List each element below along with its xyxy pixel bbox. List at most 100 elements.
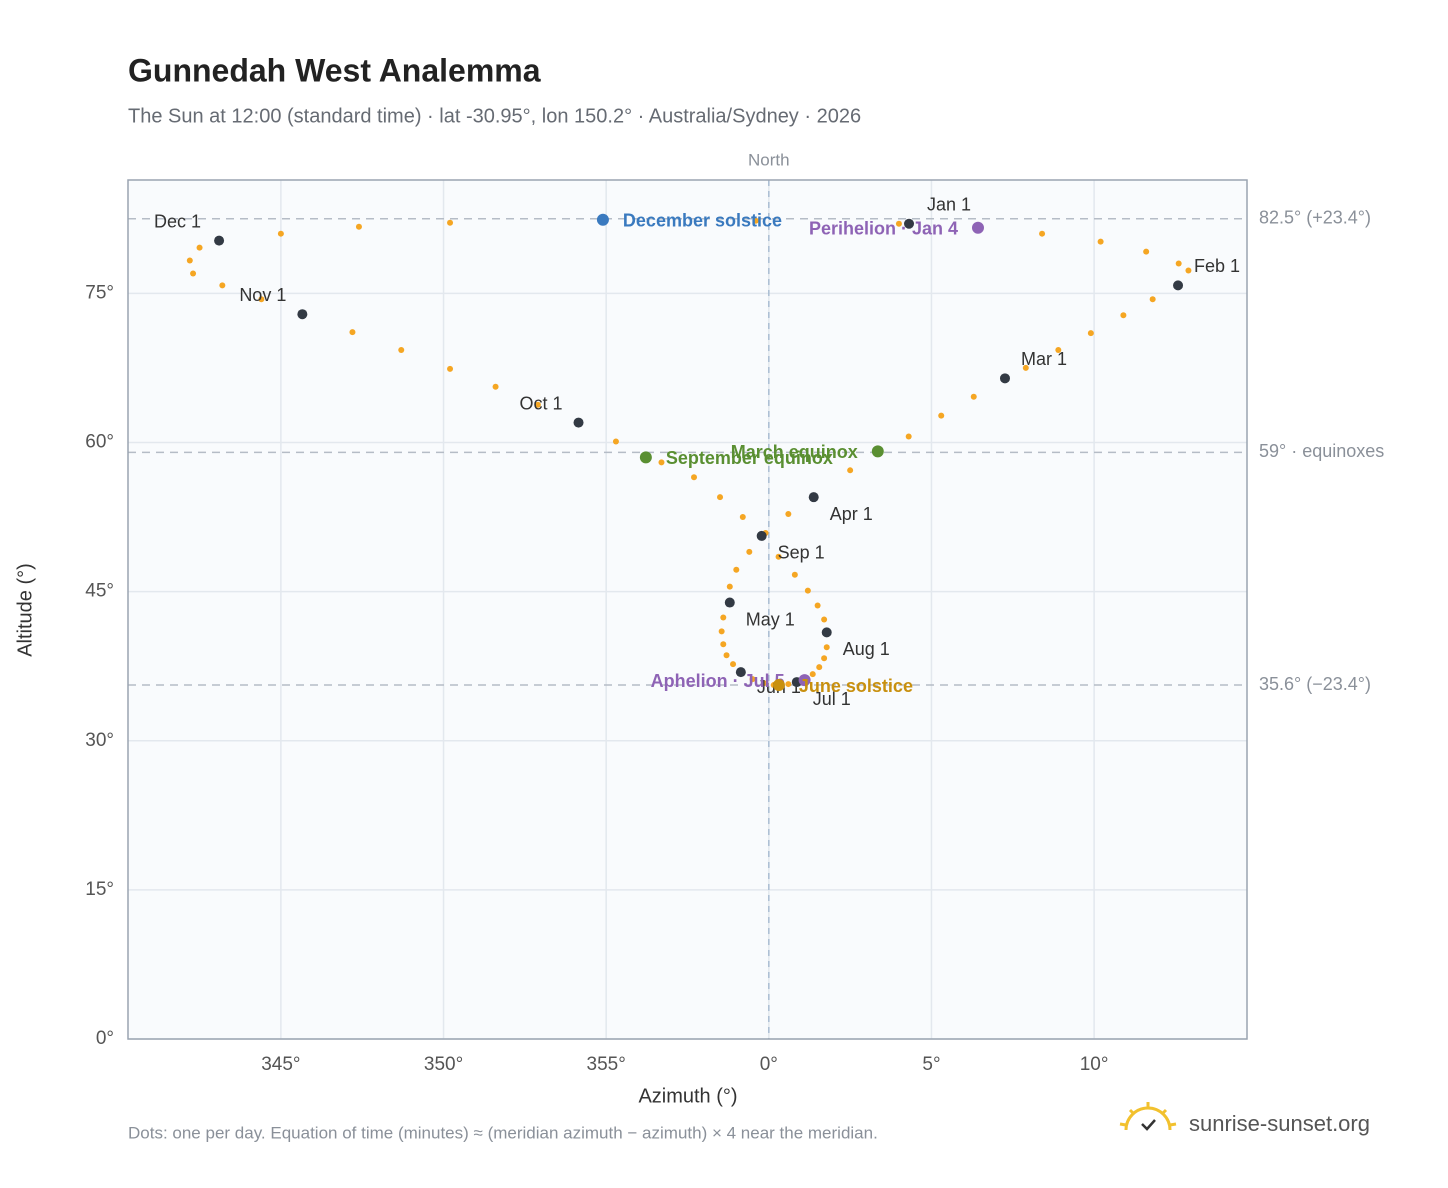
daily-dot	[718, 628, 725, 635]
month-label: Mar 1	[1021, 349, 1067, 369]
daily-dot	[612, 438, 619, 445]
month-marker	[1173, 280, 1184, 291]
reference-label: 82.5° (+23.4°)	[1259, 208, 1371, 228]
daily-dot	[447, 219, 454, 226]
chart-subtitle: The Sun at 12:00 (standard time) · lat -…	[128, 105, 861, 127]
event-marker	[596, 213, 609, 226]
event-marker	[639, 451, 652, 464]
month-label: Oct 1	[520, 393, 563, 413]
daily-dot	[746, 548, 753, 555]
month-marker	[297, 309, 308, 320]
daily-dot	[1055, 347, 1062, 354]
month-label: Nov 1	[239, 285, 286, 305]
daily-dot	[1097, 238, 1104, 245]
month-label: Feb 1	[1194, 256, 1240, 276]
x-tick-label: 355°	[587, 1054, 626, 1075]
daily-dot	[752, 217, 759, 224]
daily-dot	[814, 602, 821, 609]
month-label: May 1	[746, 609, 795, 629]
y-tick-label: 60°	[85, 431, 114, 452]
daily-dot	[847, 467, 854, 474]
event-label: Perihelion · Jan 4	[809, 218, 958, 238]
month-marker	[808, 492, 819, 503]
daily-dot	[186, 257, 193, 264]
daily-dot	[658, 459, 665, 466]
event-marker	[772, 679, 785, 692]
daily-dot	[534, 401, 541, 408]
month-marker	[821, 627, 832, 638]
month-marker	[756, 530, 767, 541]
x-tick-label: 350°	[424, 1054, 463, 1075]
event-label: September equinox	[666, 448, 833, 468]
x-tick-label: 0°	[760, 1054, 778, 1075]
month-marker	[904, 218, 915, 229]
logo	[1119, 1102, 1177, 1131]
daily-dot	[492, 383, 499, 390]
footnote: Dots: one per day. Equation of time (min…	[128, 1123, 878, 1142]
month-marker	[724, 597, 735, 608]
chart-title: Gunnedah West Analemma	[128, 52, 541, 88]
daily-dot	[355, 223, 362, 230]
event-marker	[971, 221, 984, 234]
y-axis-label: Altitude (°)	[14, 563, 36, 657]
daily-dot	[398, 347, 405, 354]
daily-dot	[804, 587, 811, 594]
daily-dot	[349, 329, 356, 336]
daily-dot	[730, 661, 737, 668]
daily-dot	[447, 365, 454, 372]
month-marker	[573, 417, 584, 428]
daily-dot	[720, 641, 727, 648]
month-label: Sep 1	[778, 543, 825, 563]
reference-label: 35.6° (−23.4°)	[1259, 674, 1371, 694]
month-marker	[999, 373, 1010, 384]
daily-dot	[775, 553, 782, 560]
daily-dot	[809, 671, 816, 678]
x-axis-label: Azimuth (°)	[638, 1085, 737, 1107]
daily-dot	[723, 652, 730, 659]
event-label: December solstice	[623, 211, 782, 231]
north-label: North	[748, 150, 790, 169]
daily-dot	[190, 270, 197, 277]
month-label: Apr 1	[830, 504, 873, 524]
daily-dot	[1039, 230, 1046, 237]
daily-dot	[821, 655, 828, 662]
daily-dot	[760, 680, 767, 687]
month-label: Aug 1	[843, 639, 890, 659]
daily-dot	[691, 474, 698, 481]
daily-dot	[720, 614, 727, 621]
daily-dot	[1120, 312, 1127, 319]
daily-dot	[785, 511, 792, 518]
daily-dot	[726, 583, 733, 590]
daily-dot	[733, 566, 740, 573]
daily-dot	[717, 494, 724, 501]
daily-dot	[1175, 260, 1182, 267]
daily-dot	[1185, 267, 1192, 274]
plot-area	[128, 180, 1247, 1039]
daily-dot	[1149, 296, 1156, 303]
daily-dot	[1087, 330, 1094, 337]
event-marker	[871, 445, 884, 458]
daily-dot	[1143, 248, 1150, 255]
daily-dot	[219, 282, 226, 289]
x-tick-label: 10°	[1080, 1054, 1109, 1075]
daily-dot	[749, 676, 756, 683]
daily-dot	[823, 644, 830, 651]
daily-dot	[970, 393, 977, 400]
daily-dot	[816, 664, 823, 671]
y-tick-label: 15°	[85, 879, 114, 900]
y-tick-label: 75°	[85, 282, 114, 303]
event-label: June solstice	[799, 676, 913, 696]
x-tick-label: 345°	[261, 1054, 300, 1075]
month-label: Jan 1	[927, 194, 971, 214]
daily-dot	[277, 230, 284, 237]
event-marker	[798, 674, 811, 687]
month-label: Jul 1	[813, 689, 851, 709]
daily-dot	[821, 616, 828, 623]
daily-dot	[791, 571, 798, 578]
x-tick-label: 5°	[922, 1054, 940, 1075]
y-tick-label: 45°	[85, 581, 114, 602]
y-tick-label: 30°	[85, 730, 114, 751]
daily-dot	[938, 412, 945, 419]
daily-dot	[739, 514, 746, 521]
brand: sunrise-sunset.org	[1189, 1111, 1370, 1136]
